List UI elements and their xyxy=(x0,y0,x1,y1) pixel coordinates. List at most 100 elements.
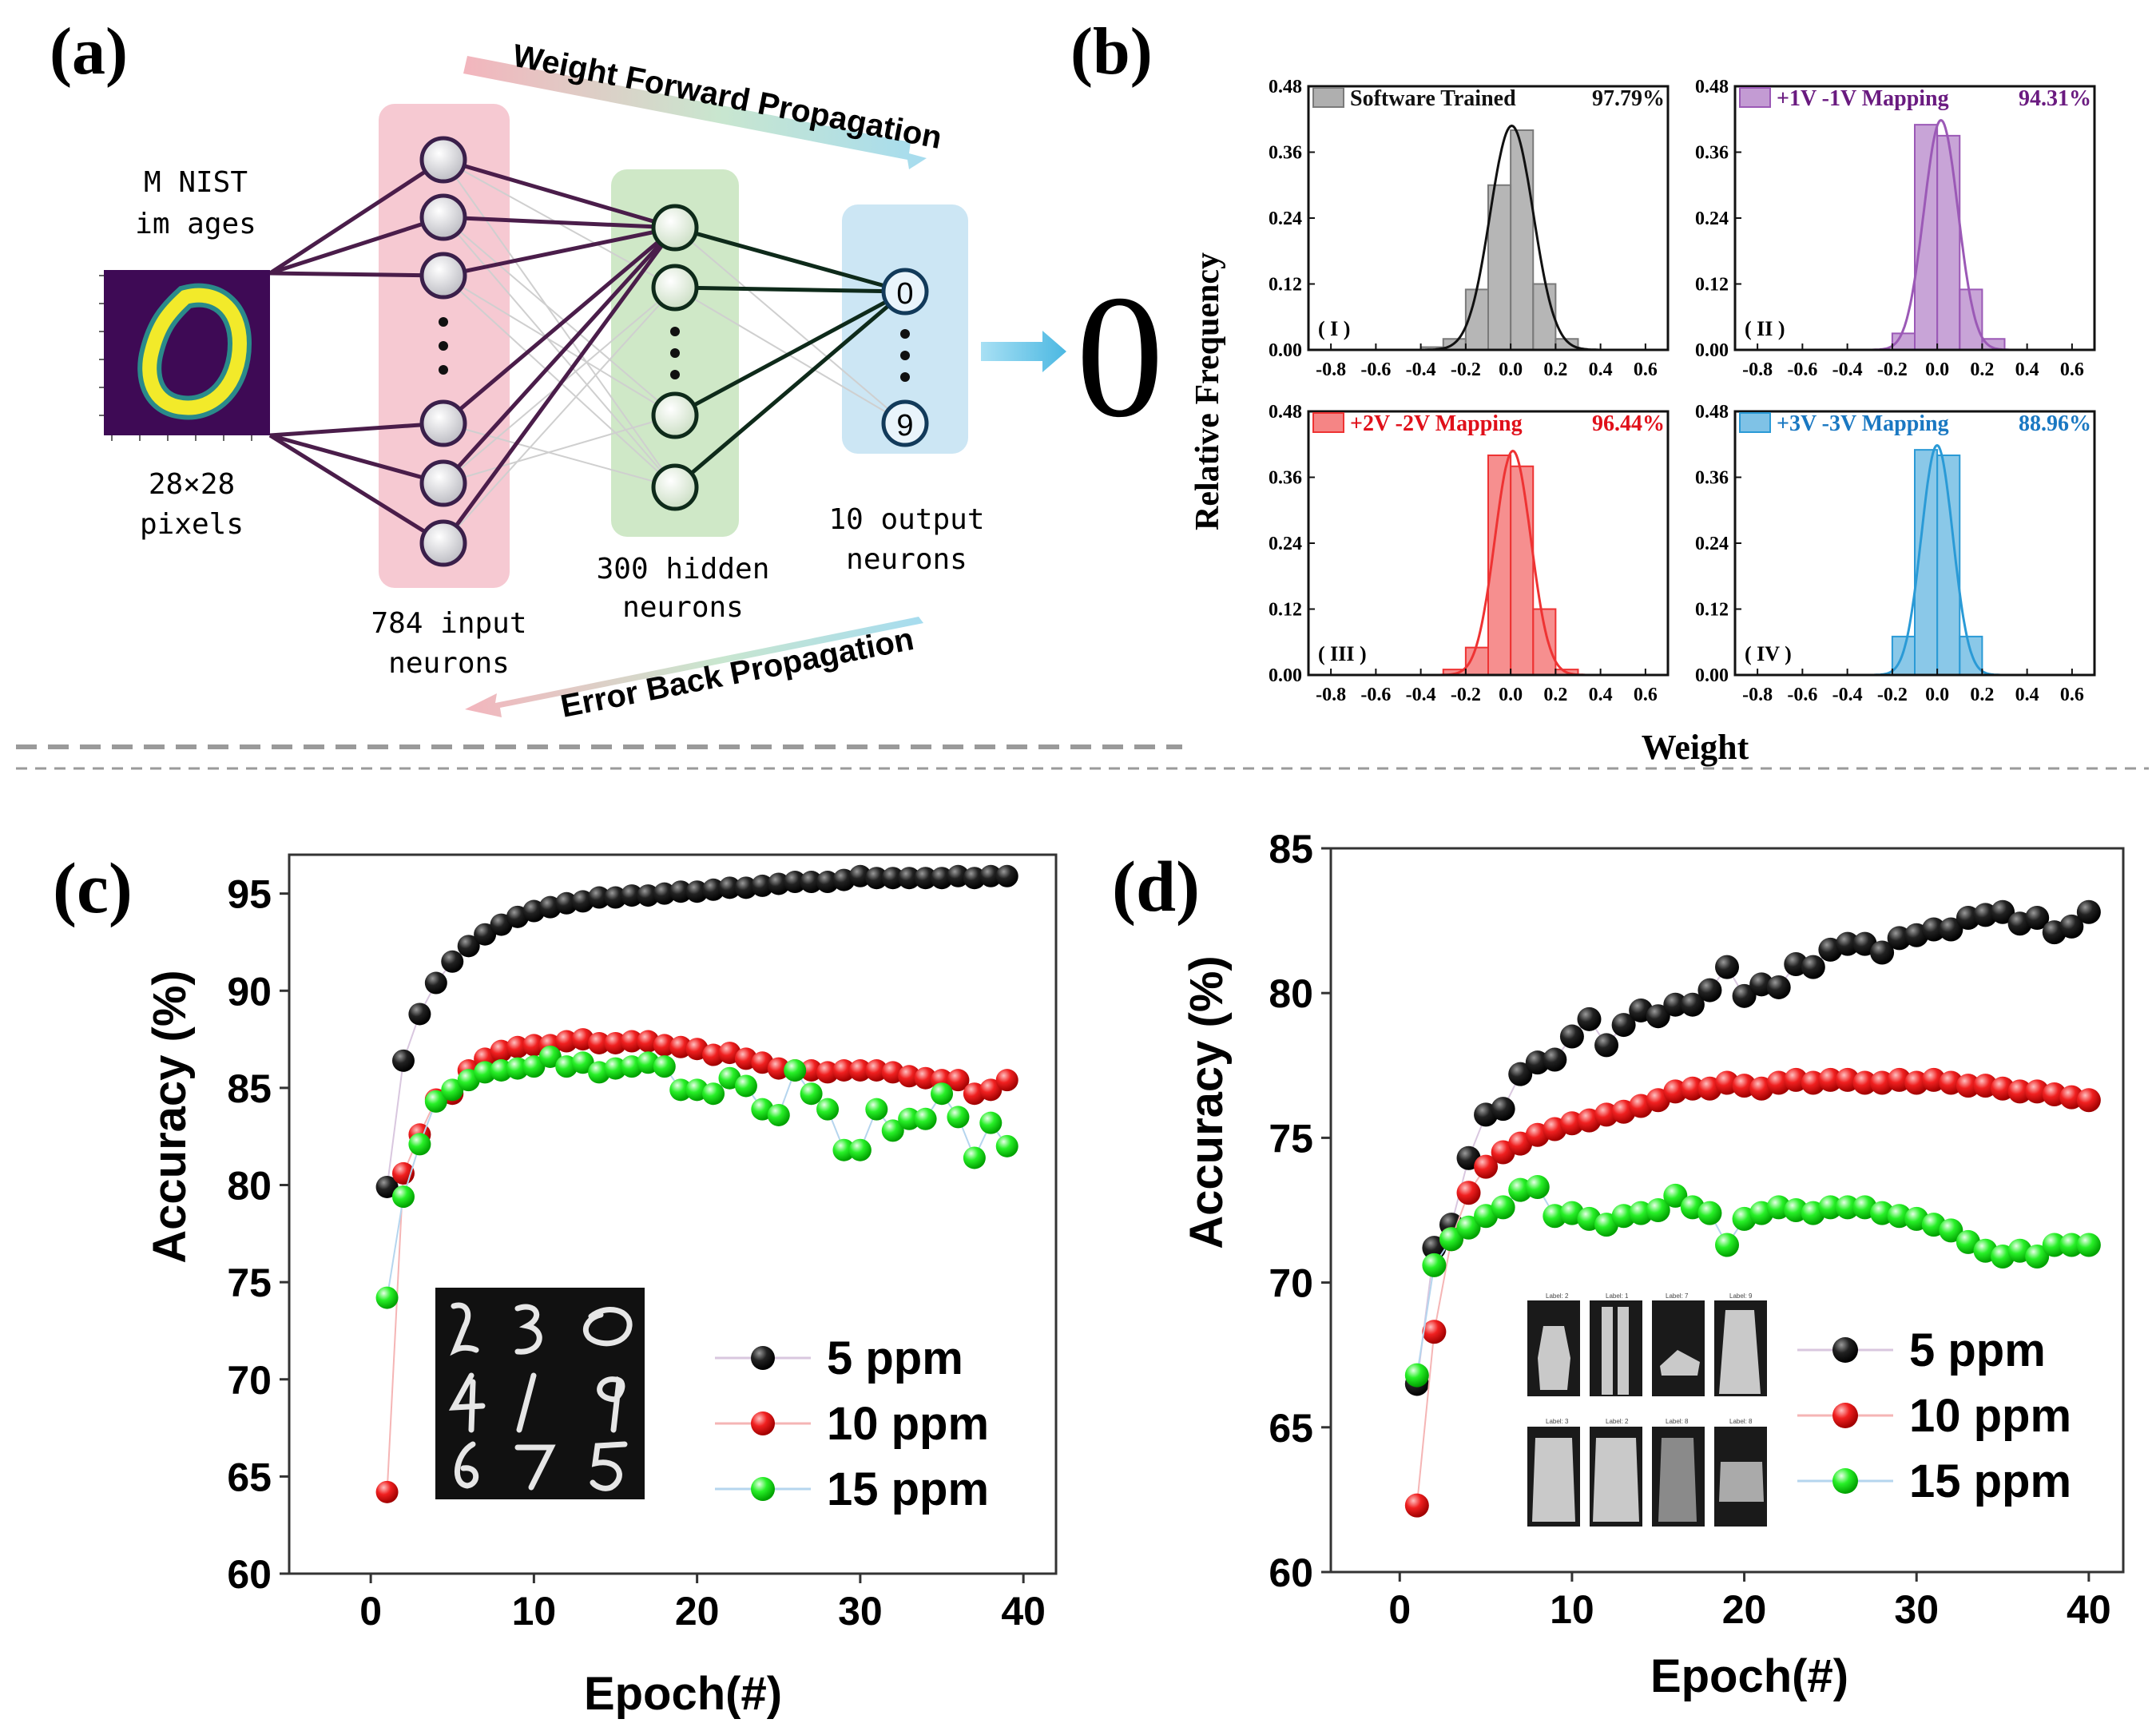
series-5-ppm xyxy=(1404,899,2101,1396)
d-xlabel: Epoch(#) xyxy=(1650,1650,1848,1702)
data-point xyxy=(2025,905,2050,930)
y-tick-label: 60 xyxy=(227,1552,272,1597)
data-point xyxy=(653,1055,676,1078)
data-point xyxy=(653,882,676,905)
hist-ytick-label: 0.48 xyxy=(1269,402,1302,423)
plot-frame xyxy=(288,853,1058,1575)
data-point xyxy=(555,891,578,915)
data-point xyxy=(1456,1181,1481,1205)
output-neuron-9-label: 9 xyxy=(896,409,913,443)
data-point xyxy=(1422,1253,1447,1277)
hist-legend-swatch xyxy=(1739,412,1771,433)
hist-xtick-label: -0.2 xyxy=(1877,359,1908,380)
forward-arrow xyxy=(463,56,927,169)
x-tick-label: 20 xyxy=(1722,1587,1767,1632)
hist-xtick-label: -0.4 xyxy=(1832,359,1863,380)
forward-label: Weight Forward Propagation xyxy=(510,38,944,156)
data-point xyxy=(490,1059,513,1082)
data-point xyxy=(1646,1004,1670,1029)
data-point xyxy=(2076,1233,2101,1257)
data-point xyxy=(947,1069,970,1092)
data-point xyxy=(1404,1493,1429,1518)
hist-fit-curve xyxy=(1440,449,1586,677)
hist-xtick-label: -0.8 xyxy=(1742,685,1773,705)
y-tick-label: 80 xyxy=(1269,971,1313,1016)
hist-ytick-label: 0.24 xyxy=(1695,208,1729,229)
data-point xyxy=(848,864,872,887)
data-point xyxy=(669,1035,693,1058)
data-point xyxy=(2076,1088,2101,1113)
hist-accuracy: 96.44% xyxy=(1592,411,1665,436)
data-point xyxy=(1456,1215,1481,1240)
hist-xtick-label: 0.0 xyxy=(1499,359,1523,380)
data-point xyxy=(1663,992,1688,1017)
hist-xtick-label: -0.8 xyxy=(1316,359,1346,380)
data-point xyxy=(375,1480,399,1503)
data-point xyxy=(637,884,660,907)
data-point xyxy=(995,1069,1018,1092)
hist-accuracy: 88.96% xyxy=(2019,411,2091,436)
hist-roman-label: ( II ) xyxy=(1745,317,1785,340)
x-tick-label: 20 xyxy=(675,1589,720,1634)
hist-ytick-label: 0.24 xyxy=(1269,534,1302,554)
legend-label: 5 ppm xyxy=(827,1332,963,1384)
hist-xtick-label: 0.6 xyxy=(2060,359,2084,380)
hist-xtick-label: 0.6 xyxy=(1634,359,1658,380)
hist-fit-curve xyxy=(1872,118,2010,351)
data-point xyxy=(816,871,840,894)
series-15-ppm xyxy=(375,1045,1018,1309)
hist-roman-label: ( III ) xyxy=(1318,642,1367,665)
x-tick-label: 10 xyxy=(512,1589,557,1634)
data-point xyxy=(424,1090,447,1113)
data-point xyxy=(424,971,447,995)
legend-label: 10 ppm xyxy=(827,1398,989,1450)
data-point xyxy=(375,1286,399,1309)
legend-marker xyxy=(751,1411,775,1435)
panel-label-a: (a) xyxy=(50,14,128,89)
hist-legend-label: +1V -1V Mapping xyxy=(1777,86,1949,111)
data-point xyxy=(1543,1047,1567,1072)
hist-xtick-label: 0.4 xyxy=(2015,685,2039,705)
legend-label: 15 ppm xyxy=(827,1463,989,1515)
hist-xtick-label: -0.6 xyxy=(1787,359,1817,380)
input-label-line1: 784 input xyxy=(371,607,526,640)
hist-subplot-2: -0.8 -0.6 -0.4 -0.2 0.0 0.2 0.4 0.6 0.00 0.12 0.24… xyxy=(1695,77,2096,380)
data-point xyxy=(1766,975,1791,999)
data-point xyxy=(800,1059,823,1082)
mnist-accuracy-chart: Accuracy (%) Epoch(#) 0 10 20 30 40 60 65 70 75 8… xyxy=(144,853,1058,1720)
hist-ytick-label: 0.12 xyxy=(1269,600,1302,621)
x-tick-label: 10 xyxy=(1550,1587,1594,1632)
data-point xyxy=(979,864,1003,887)
data-point xyxy=(1646,1198,1670,1222)
data-point xyxy=(702,1043,725,1066)
data-point xyxy=(588,886,611,909)
hist-fit-curve xyxy=(1874,443,2000,677)
output-arrow xyxy=(981,331,1066,372)
hist-ytick-label: 0.48 xyxy=(1695,402,1729,423)
svg-text:Label: 9: Label: 9 xyxy=(1729,1292,1753,1300)
data-point xyxy=(391,1049,415,1072)
data-point xyxy=(1611,1013,1636,1038)
data-point xyxy=(1955,1074,1980,1098)
data-point xyxy=(457,935,480,958)
data-point xyxy=(441,1078,464,1102)
y-tick-label: 75 xyxy=(227,1261,272,1305)
data-point xyxy=(898,1065,921,1088)
hidden-label-line2: neurons xyxy=(622,591,744,624)
output-neuron-0-label: 0 xyxy=(896,277,913,311)
predicted-digit: 0 xyxy=(1076,259,1164,454)
hist-xtick-label: -0.6 xyxy=(1360,685,1391,705)
y-tick-label: 75 xyxy=(1269,1116,1313,1161)
hist-legend-label: Software Trained xyxy=(1350,86,1516,111)
data-point xyxy=(604,1057,627,1080)
output-ellipsis xyxy=(900,329,910,382)
hist-ylabel: Relative Frequency xyxy=(1189,252,1226,530)
data-point xyxy=(718,876,741,899)
output-neuron-0 xyxy=(881,268,929,316)
d-inset-fashion: Label: 2 Label: 1 Label: 7 Label: 9 Label:… xyxy=(1524,1292,1773,1529)
data-point xyxy=(832,1138,856,1161)
pixels-label-line2: pixels xyxy=(140,508,244,541)
data-point xyxy=(522,1034,546,1057)
panel-label-c: (c) xyxy=(53,849,133,928)
panel-label-d: (d) xyxy=(1112,848,1200,927)
